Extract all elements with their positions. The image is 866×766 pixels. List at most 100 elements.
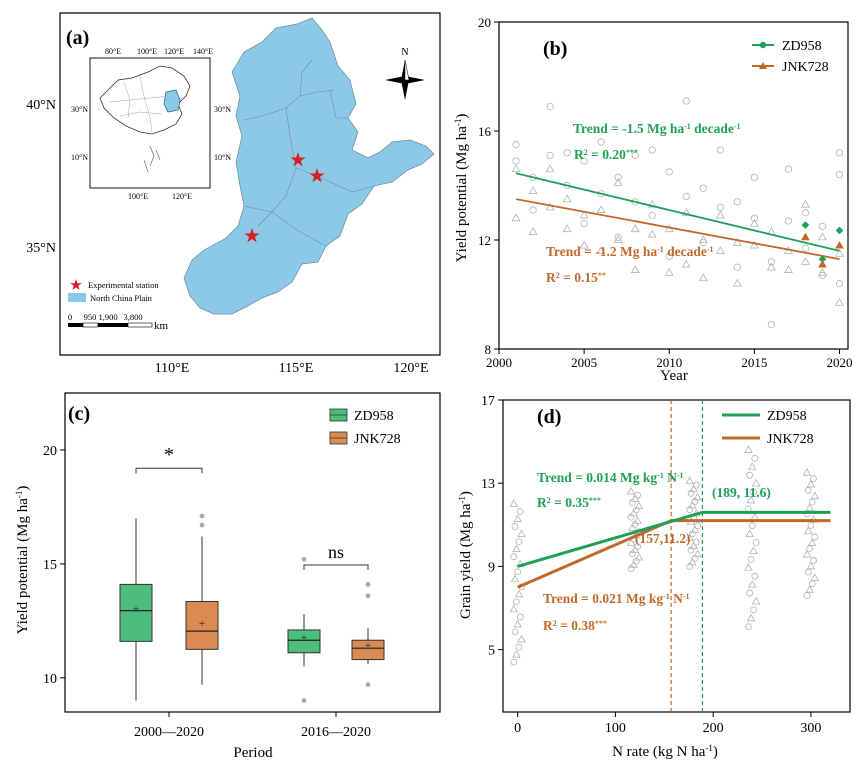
grey-triangle-point bbox=[751, 478, 761, 487]
ZD958-outlier bbox=[301, 698, 307, 704]
grey-triangle-point bbox=[749, 240, 759, 249]
grey-circle-point bbox=[801, 244, 810, 252]
grey-circle-point bbox=[512, 157, 520, 165]
inset-bottom-tick: 120°E bbox=[172, 192, 192, 201]
grey-triangle-point bbox=[744, 563, 753, 571]
legend-star-icon bbox=[70, 279, 82, 290]
grey-circle-point bbox=[808, 580, 816, 588]
panel-d-zd-trend-text: Trend = 0.014 Mg kg-1 N-1 bbox=[537, 470, 684, 485]
legend-jnk728-label: JNK728 bbox=[767, 432, 814, 447]
JNK728-trend-line bbox=[515, 198, 840, 260]
panel-d-zd-r2-text: R2 = 0.35*** bbox=[537, 495, 601, 510]
JNK728-outlier bbox=[199, 513, 205, 519]
grey-circle-point bbox=[699, 184, 707, 192]
station-star-1 bbox=[290, 152, 306, 167]
grey-triangle-point bbox=[805, 585, 814, 593]
grey-triangle-point bbox=[528, 227, 538, 235]
panel-c-y-ticks: 10 15 20 bbox=[43, 444, 65, 687]
grey-triangle-point bbox=[689, 484, 698, 493]
inset-bottom-tick: 100°E bbox=[128, 192, 148, 201]
grey-circle-point bbox=[716, 203, 724, 211]
JNK728-point bbox=[818, 260, 827, 268]
panel-d-ylabel: Grain yield (Mg ha-1) bbox=[457, 491, 474, 619]
panel-d-x-ticks: 0 100 200 300 bbox=[514, 712, 821, 736]
ZD958-point bbox=[818, 255, 827, 263]
grey-circle-point bbox=[634, 543, 641, 550]
grey-circle-point bbox=[511, 523, 519, 530]
y-tick-label: 5 bbox=[488, 644, 495, 659]
JNK728-outlier bbox=[199, 522, 205, 528]
grey-triangle-point bbox=[688, 500, 697, 509]
grey-triangle-point bbox=[690, 525, 700, 533]
grey-circle-point bbox=[750, 606, 757, 614]
grey-circle-point bbox=[751, 454, 759, 462]
grey-triangle-point bbox=[513, 619, 522, 628]
panel-b-frame bbox=[498, 21, 849, 350]
grey-triangle-point bbox=[817, 267, 827, 276]
inset-left-tick: 10°N bbox=[71, 153, 88, 162]
panel-b-legend: ZD958 JNK728 bbox=[752, 39, 829, 75]
inset-top-tick: 140°E bbox=[193, 47, 213, 56]
ZD958-point bbox=[801, 221, 810, 229]
grey-triangle-point bbox=[749, 546, 758, 554]
ZD958-box bbox=[119, 583, 153, 642]
ZD958-response-line bbox=[517, 510, 831, 568]
x-tick-label: 2000 bbox=[486, 355, 512, 370]
x-tick-label: 2016—2020 bbox=[301, 725, 371, 740]
grey-circle-point bbox=[733, 198, 741, 206]
grey-circle-point bbox=[648, 146, 656, 154]
legend-zd958-label: ZD958 bbox=[354, 409, 394, 424]
grey-triangle-point bbox=[834, 248, 844, 257]
grey-triangle-point bbox=[613, 235, 623, 243]
grey-triangle-point bbox=[514, 589, 524, 598]
panel-d-jnk-point-label: (157,11.2) bbox=[635, 531, 691, 546]
grey-triangle-point bbox=[562, 224, 572, 233]
grey-circle-point bbox=[803, 592, 811, 599]
grey-circle-point bbox=[563, 149, 571, 157]
grey-circle-point bbox=[692, 538, 700, 546]
JNK728-outlier bbox=[365, 582, 371, 587]
legend-jnk728-marker bbox=[759, 62, 767, 69]
grey-triangle-point bbox=[715, 246, 725, 254]
x-tick-label: 2020 bbox=[826, 355, 852, 370]
grey-circle-point bbox=[750, 214, 758, 222]
grey-circle-point bbox=[691, 554, 699, 562]
grey-triangle-point bbox=[732, 237, 742, 246]
grey-triangle-point bbox=[804, 526, 813, 535]
grey-circle-point bbox=[767, 258, 775, 266]
grey-circle-point bbox=[751, 572, 759, 580]
legend-zd958-marker bbox=[759, 41, 767, 49]
grey-triangle-point bbox=[783, 265, 793, 273]
panel-d-jnk-r2-text: R2 = 0.38*** bbox=[543, 618, 607, 633]
grey-triangle-point bbox=[810, 573, 820, 581]
significance-bracket bbox=[135, 467, 203, 474]
scale-label: 0 bbox=[68, 312, 72, 322]
grey-circle-point bbox=[767, 320, 775, 329]
grey-triangle-point bbox=[800, 256, 810, 265]
grey-circle-point bbox=[648, 211, 656, 220]
panel-c-boxplot: + + + + * ns 2000—2020 2016—2020 10 15 20 (c) P… bbox=[14, 392, 441, 761]
grey-circle-point bbox=[801, 209, 810, 217]
grey-triangle-point bbox=[751, 596, 761, 605]
grey-triangle-point bbox=[693, 492, 702, 501]
grey-circle-point bbox=[515, 538, 523, 546]
ZD958-box bbox=[287, 629, 321, 654]
grey-triangle-point bbox=[647, 229, 657, 238]
inset-top-tick: 80°E bbox=[105, 47, 121, 56]
y-tick-label: 16 bbox=[478, 124, 492, 139]
grey-circle-point bbox=[807, 521, 815, 529]
grey-triangle-point bbox=[807, 538, 817, 546]
JNK728-box bbox=[351, 639, 385, 661]
panel-c-legend: ZD958 JNK728 bbox=[329, 408, 401, 447]
panel-d-xlabel: N rate (kg N ha-1) bbox=[612, 743, 718, 760]
legend-jnk728-label: JNK728 bbox=[354, 432, 401, 447]
grey-circle-point bbox=[546, 151, 554, 160]
grey-triangle-point bbox=[579, 240, 589, 249]
grey-triangle-point bbox=[747, 580, 757, 588]
grey-triangle-point bbox=[732, 278, 742, 287]
panel-c-label: (c) bbox=[68, 403, 90, 425]
map-axis-ticks: 110°E 115°E 120°E 40°N 35°N bbox=[26, 98, 428, 376]
grey-triangle-point bbox=[509, 499, 519, 507]
grey-triangle-point bbox=[510, 574, 520, 583]
grey-circle-point bbox=[515, 643, 523, 651]
